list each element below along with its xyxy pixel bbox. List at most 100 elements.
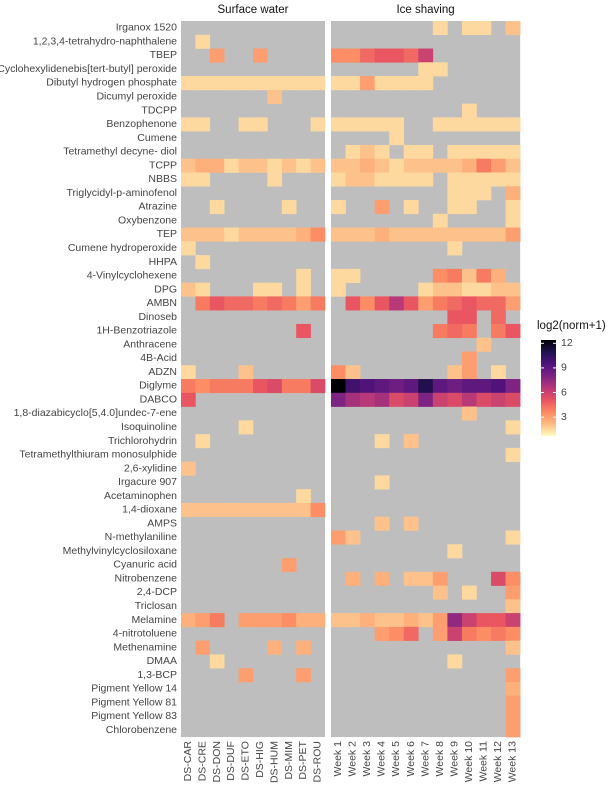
heatmap-cell xyxy=(389,117,405,132)
row-label: Atrazine xyxy=(138,201,177,213)
heatmap-cell xyxy=(181,365,196,380)
heatmap-cell xyxy=(281,379,297,394)
heatmap-cell xyxy=(195,502,211,518)
column-label: DS-MIM xyxy=(283,741,295,780)
heatmap-cell xyxy=(505,282,521,297)
heatmap-cell xyxy=(491,282,506,297)
heatmap-cell xyxy=(476,613,492,628)
heatmap-cell xyxy=(461,117,477,132)
heatmap-cell xyxy=(461,296,477,311)
heatmap-cell xyxy=(389,158,405,173)
heatmap-cell xyxy=(374,516,390,531)
heatmap-cell xyxy=(476,144,492,159)
heatmap-cell xyxy=(253,76,268,91)
heatmap-cell xyxy=(374,626,390,641)
heatmap-cell xyxy=(209,158,225,173)
heatmap-cell xyxy=(505,599,521,614)
heatmap-cell xyxy=(181,502,196,518)
heatmap-cell xyxy=(447,296,463,311)
heatmap-cell xyxy=(461,585,477,600)
heatmap-cell xyxy=(505,379,521,394)
heatmap-cell xyxy=(461,379,477,394)
heatmap-cell xyxy=(505,172,521,187)
heatmap-cell xyxy=(505,323,521,339)
row-label: Melamine xyxy=(131,614,177,626)
heatmap-cell xyxy=(310,613,326,628)
heatmap-cell xyxy=(296,640,311,655)
heatmap-cell xyxy=(195,296,211,311)
heatmap-cell xyxy=(505,613,521,628)
heatmap-cell xyxy=(432,282,448,297)
row-label: Anthracene xyxy=(123,338,177,350)
heatmap-cell xyxy=(345,144,361,159)
row-label: AMPS xyxy=(147,517,177,529)
heatmap-cell xyxy=(403,227,419,242)
heatmap-cell xyxy=(224,227,239,242)
column-label: DS-ETO xyxy=(240,741,252,780)
heatmap-cell xyxy=(491,296,506,311)
column-label: Week 6 xyxy=(405,741,417,777)
heatmap-cell xyxy=(181,461,196,476)
row-label: TEP xyxy=(157,228,177,240)
heatmap-cell xyxy=(461,186,477,201)
row-label: DABCO xyxy=(140,393,177,405)
heatmap-cell xyxy=(238,502,254,518)
heatmap-cell xyxy=(447,613,463,628)
heatmap-cell xyxy=(447,200,463,215)
row-label: TDCPP xyxy=(141,104,177,116)
heatmap-cell xyxy=(296,379,311,394)
heatmap-cell xyxy=(281,296,297,311)
heatmap-cell xyxy=(267,379,283,394)
heatmap-cell xyxy=(238,613,254,628)
heatmap-cell xyxy=(331,76,346,91)
heatmap-cell xyxy=(432,158,448,173)
heatmap-cell xyxy=(505,296,521,311)
heatmap-cell xyxy=(360,172,375,187)
heatmap-cell xyxy=(447,282,463,297)
heatmap-cell xyxy=(505,213,521,228)
heatmap-cell xyxy=(418,172,434,187)
heatmap-cell xyxy=(491,158,506,173)
heatmap-cell xyxy=(432,585,448,600)
heatmap-cell xyxy=(345,227,361,242)
column-label: DS-DON xyxy=(211,741,223,782)
column-label: DS-ROU xyxy=(312,741,324,782)
heatmap-cell xyxy=(238,117,254,132)
heatmap-cell xyxy=(345,117,361,132)
row-label: Triglycidyl-p-aminofenol xyxy=(67,187,177,199)
heatmap-cell xyxy=(505,723,521,738)
heatmap-cell xyxy=(432,571,448,586)
heatmap-cell xyxy=(389,626,405,641)
heatmap-cell xyxy=(360,392,375,407)
heatmap-cell xyxy=(195,434,211,449)
heatmap-cell xyxy=(253,296,268,311)
heatmap-cell xyxy=(491,268,506,283)
row-label: Nitrobenzene xyxy=(115,572,178,584)
heatmap-cell xyxy=(505,144,521,159)
column-label: Week 10 xyxy=(463,741,475,782)
heatmap-cell xyxy=(360,76,375,91)
heatmap-cell xyxy=(267,172,283,187)
heatmap-cell xyxy=(418,227,434,242)
heatmap-cell xyxy=(296,268,311,283)
column-label: DS-PET xyxy=(297,740,309,779)
heatmap-cell xyxy=(296,668,311,683)
heatmap-cell xyxy=(476,392,492,407)
row-label: 4B-Acid xyxy=(140,352,177,364)
row-label: Pigment Yellow 81 xyxy=(91,696,177,708)
column-label: DS-HIG xyxy=(254,741,266,778)
row-label: Dinoseb xyxy=(138,311,177,323)
heatmap-cell xyxy=(345,571,361,586)
row-label: Chlorobenzene xyxy=(106,724,177,736)
heatmap-cell xyxy=(238,296,254,311)
heatmap-cell xyxy=(331,172,346,187)
heatmap-cell xyxy=(181,613,196,628)
heatmap-cell xyxy=(181,158,196,173)
heatmap-cell xyxy=(461,200,477,215)
column-label: Week 4 xyxy=(376,741,388,777)
panel-title: Surface water xyxy=(218,4,289,16)
heatmap-cell xyxy=(360,227,375,242)
heatmap-cell xyxy=(310,158,326,173)
column-label: Week 9 xyxy=(448,741,460,777)
row-label: AMBN xyxy=(147,297,177,309)
